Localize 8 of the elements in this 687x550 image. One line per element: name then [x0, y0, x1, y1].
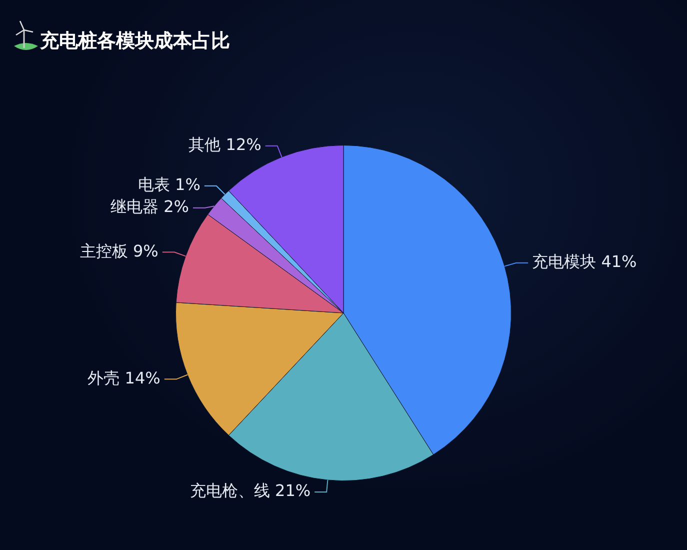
slice-label: 其他 12% — [188, 135, 262, 154]
slice-label: 主控板 9% — [80, 241, 158, 260]
slice-label: 继电器 2% — [110, 197, 189, 216]
chart-title: 充电桩各模块成本占比 — [40, 29, 230, 54]
slice-label: 电表 1% — [138, 175, 200, 194]
slice-label: 充电模块 41% — [532, 252, 637, 272]
slice-label: 外壳 14% — [88, 368, 160, 388]
slice-label: 充电枪、线 21% — [190, 481, 311, 500]
